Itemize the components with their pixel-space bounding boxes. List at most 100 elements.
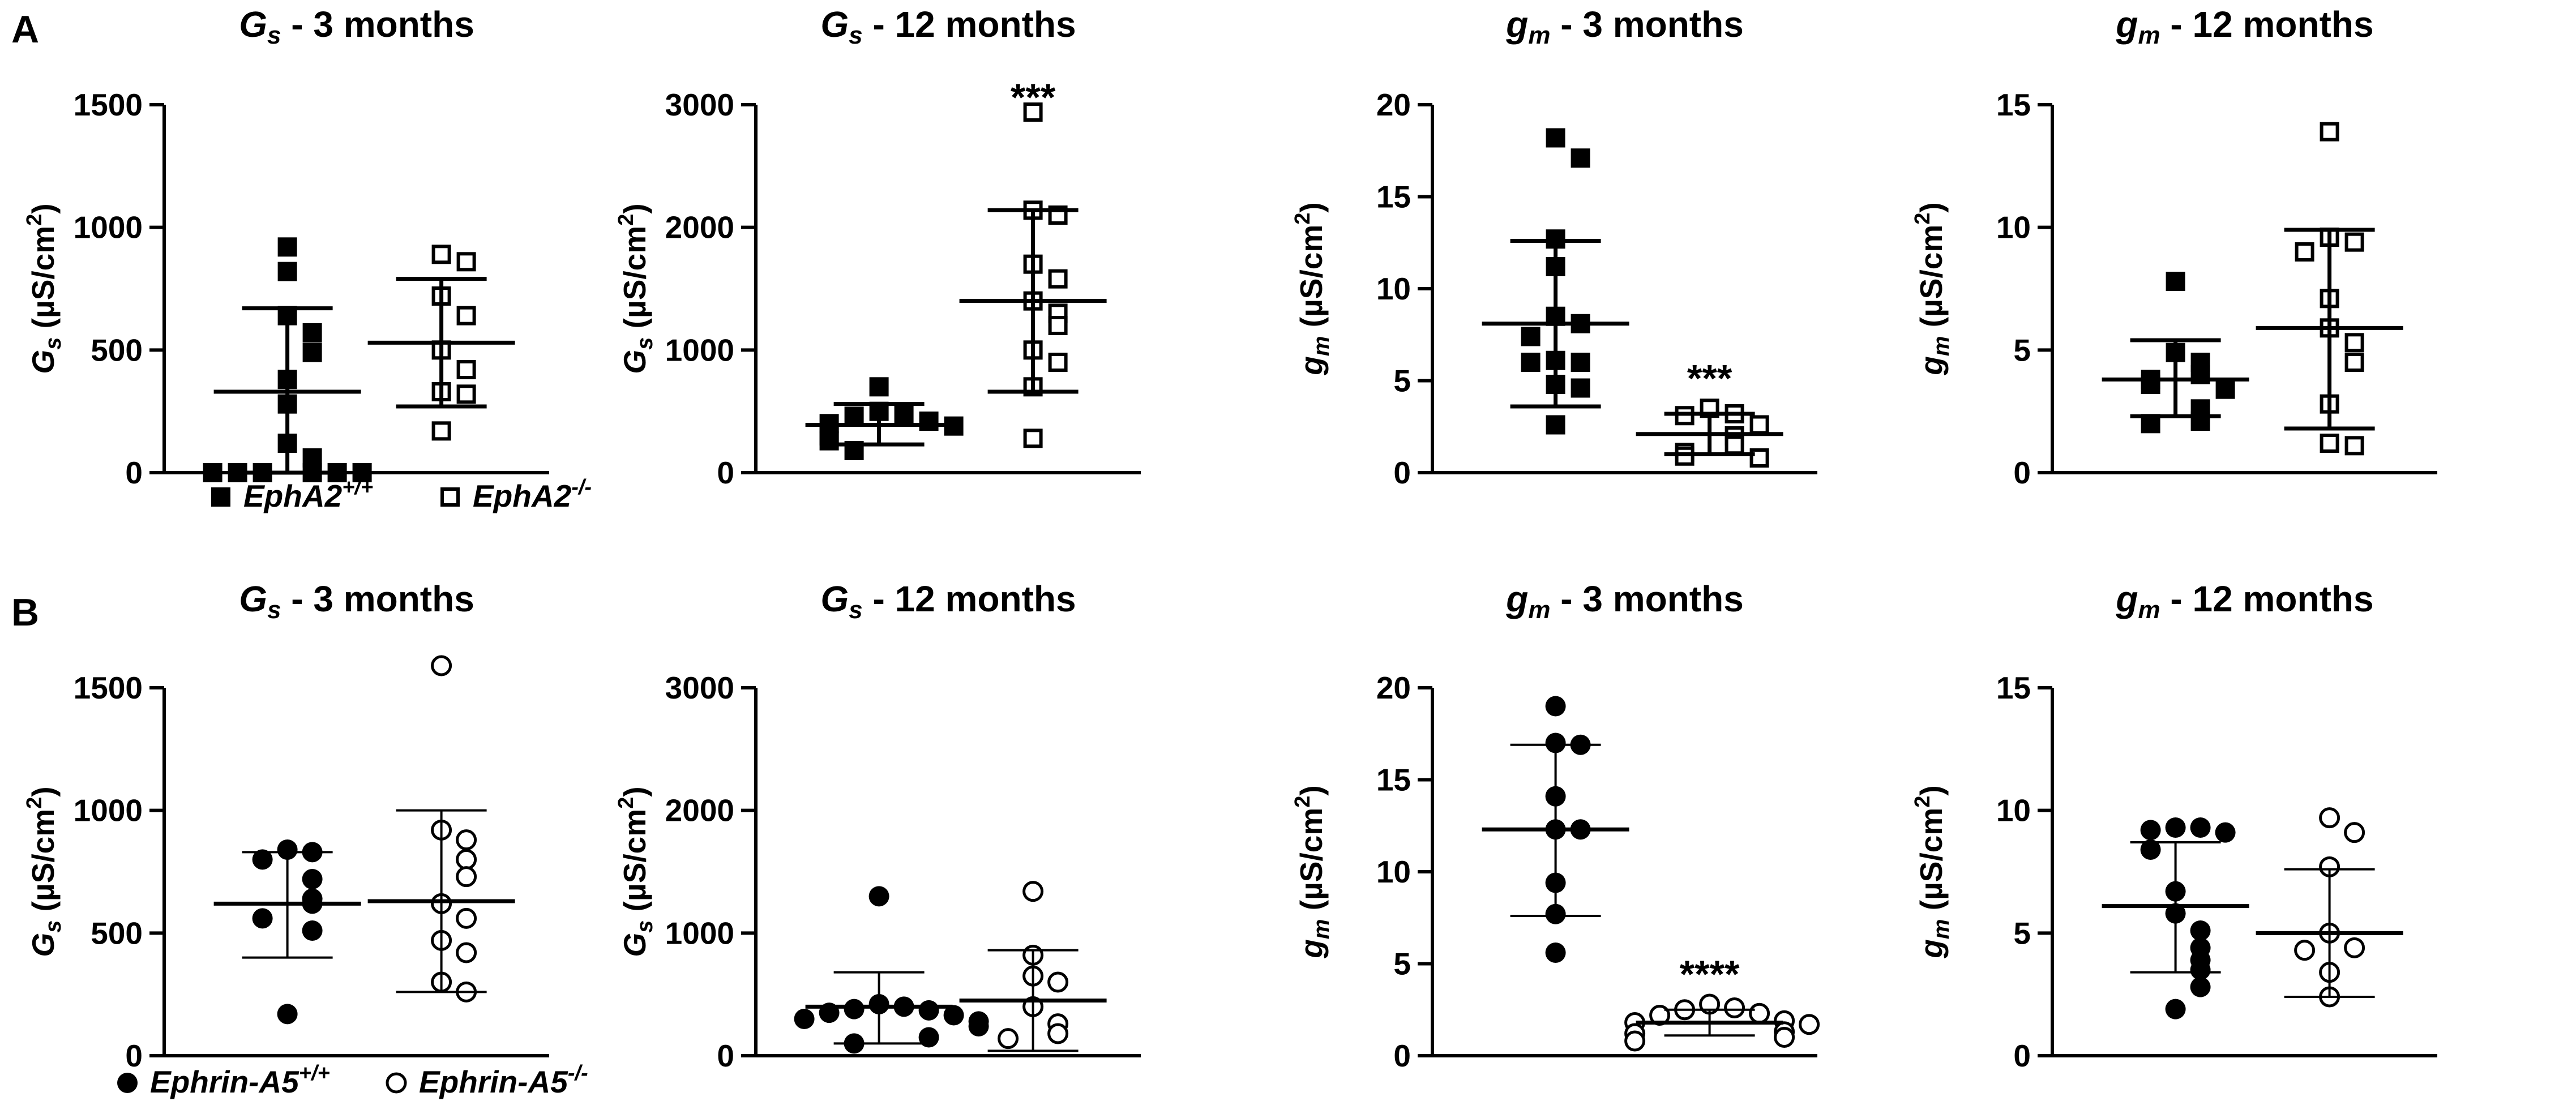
data-point	[252, 908, 273, 929]
data-point	[968, 1016, 989, 1036]
data-point	[998, 1028, 1019, 1049]
data-point	[1023, 102, 1043, 122]
data-point	[456, 360, 476, 379]
legend-label: EphA2-/-	[473, 475, 592, 513]
data-point	[869, 377, 889, 397]
y-tick-label: 0	[125, 455, 143, 490]
y-tick-label: 5	[2013, 332, 2031, 367]
legend-label: Ephrin-A5+/+	[150, 1061, 330, 1099]
series-group-2: ***	[959, 76, 1107, 448]
series-group-2	[2256, 122, 2403, 456]
data-point	[1546, 415, 1565, 435]
data-point	[1521, 327, 1541, 346]
data-point	[2165, 999, 2186, 1019]
y-tick-label: 15	[1376, 762, 1411, 798]
series-group-1	[1482, 696, 1629, 963]
y-tick-label: 10	[1996, 210, 2031, 245]
y-tick-label: 0	[1393, 1038, 1411, 1073]
y-tick-label: 20	[1376, 87, 1411, 122]
chart-title: gm - 3 months	[1505, 4, 1744, 49]
data-point	[1545, 696, 1566, 717]
series-group-1	[2102, 272, 2249, 434]
y-axis-label: Gs (µS/cm2)	[614, 786, 657, 957]
data-point	[2140, 839, 2161, 860]
legend-label: EphA2+/+	[243, 475, 373, 513]
y-tick-label: 15	[1996, 87, 2031, 122]
chart-title: Gs - 12 months	[820, 4, 1076, 49]
data-point	[1023, 429, 1043, 448]
y-tick-label: 2000	[665, 210, 734, 245]
data-point	[2344, 436, 2364, 456]
data-point	[2295, 242, 2314, 262]
data-point	[2140, 820, 2161, 841]
y-tick-label: 0	[2013, 1038, 2031, 1073]
chart-panel-b-1: Gs - 3 months 0 500 1000 1500 Gs (µS/cm2)	[23, 579, 549, 1073]
y-axis-label: Gs (µS/cm2)	[23, 786, 66, 957]
data-point	[2190, 959, 2211, 980]
panel-label-a: A	[11, 8, 39, 51]
chart-panel-a-1: Gs - 3 months 0 500 1000 1500 Gs (µS/cm2)	[23, 4, 549, 490]
legend-marker	[440, 487, 460, 507]
data-point	[1545, 943, 1566, 963]
data-point	[431, 245, 451, 264]
data-point	[1022, 881, 1044, 902]
data-point	[1545, 732, 1566, 753]
data-point	[819, 431, 839, 451]
y-tick-label: 500	[91, 915, 143, 950]
y-tick-label: 1500	[74, 87, 143, 122]
data-point	[2190, 920, 2211, 941]
series-group-1	[213, 839, 361, 1025]
data-point	[1047, 971, 1069, 993]
series-group-1	[1482, 128, 1629, 435]
series-group-2: ***	[1636, 357, 1783, 468]
data-point	[2320, 434, 2339, 453]
y-tick-label: 10	[1376, 854, 1411, 889]
significance-label: ****	[1680, 953, 1740, 996]
data-point	[1749, 1003, 1770, 1024]
y-tick-label: 1000	[74, 793, 143, 828]
data-point	[252, 849, 273, 870]
data-point	[894, 404, 914, 423]
panel-label-b: B	[11, 591, 39, 634]
chart-title: Gs - 12 months	[820, 579, 1076, 624]
data-point	[456, 866, 477, 888]
y-tick-label: 3000	[665, 87, 734, 122]
data-point	[2344, 822, 2365, 843]
data-point	[302, 342, 322, 362]
chart-panel-a-2: Gs - 12 months 0 1000 2000 3000 Gs (µS/cm2) **…	[614, 4, 1141, 490]
y-tick-label: 0	[717, 455, 734, 490]
data-point	[1546, 128, 1565, 148]
y-tick-label: 500	[91, 332, 143, 367]
data-point	[2344, 937, 2365, 958]
data-point	[431, 655, 452, 676]
series-group-1	[203, 237, 372, 482]
legend-a: EphA2+/+ EphA2-/-	[211, 475, 592, 513]
y-axis-label: gm (µS/cm2)	[1911, 785, 1954, 958]
data-point	[2190, 976, 2211, 997]
data-point	[302, 869, 323, 889]
y-tick-label: 0	[2013, 455, 2031, 490]
data-point	[1048, 316, 1068, 335]
significance-label: ***	[1011, 76, 1056, 119]
legend-marker	[386, 1072, 407, 1094]
data-point	[2165, 817, 2186, 838]
legend-label: Ephrin-A5-/-	[419, 1061, 588, 1099]
y-tick-label: 10	[1996, 793, 2031, 828]
chart-title: gm - 3 months	[1505, 579, 1744, 624]
legend-marker	[211, 487, 230, 507]
data-point	[844, 406, 864, 426]
chart-panel-b-3: gm - 3 months 0 5 10 15 20 gm (µS/cm2) ****	[1291, 579, 1820, 1073]
data-point	[2319, 807, 2340, 829]
y-axis-label: Gs (µS/cm2)	[614, 203, 657, 374]
data-point	[456, 907, 477, 929]
significance-label: ***	[1687, 357, 1732, 400]
y-tick-label: 10	[1376, 271, 1411, 306]
chart-title: Gs - 3 months	[239, 4, 474, 49]
data-point	[277, 839, 298, 860]
y-axis-label: Gs (µS/cm2)	[23, 203, 66, 374]
data-point	[352, 463, 372, 482]
data-point	[794, 1009, 815, 1029]
data-point	[1725, 435, 1744, 455]
legend-b: Ephrin-A5+/+ Ephrin-A5-/-	[117, 1061, 588, 1099]
data-point	[456, 306, 476, 325]
